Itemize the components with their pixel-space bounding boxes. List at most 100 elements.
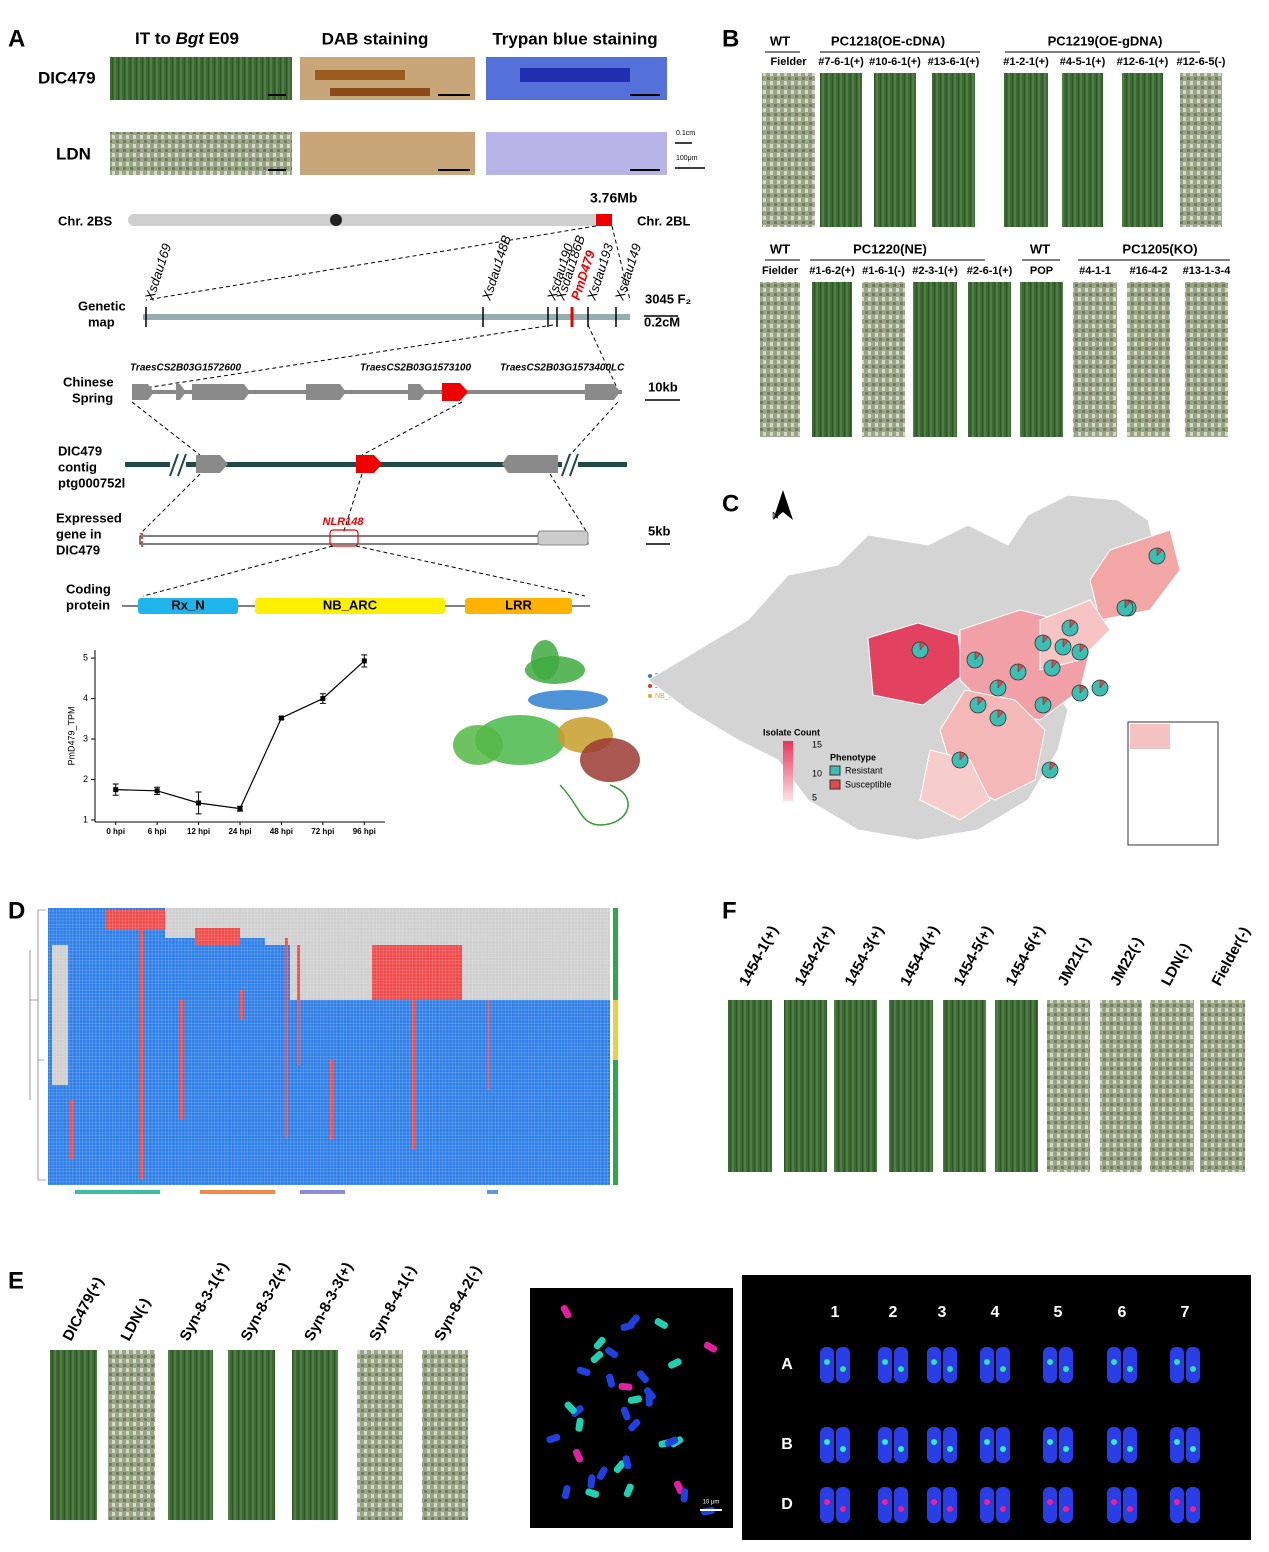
line-label: #1-6-1(-) <box>862 265 905 277</box>
protein-domain <box>465 598 572 614</box>
label: 10 μm <box>703 1500 720 1506</box>
leaf-image <box>820 73 862 227</box>
chromosome-spot <box>680 1488 689 1503</box>
panel-label: B <box>722 25 739 52</box>
connector <box>145 225 597 301</box>
legend-swatch <box>829 779 841 790</box>
leaf-image <box>1073 282 1117 437</box>
structure-blob <box>528 690 608 710</box>
label: Chr. 2BL <box>637 213 691 228</box>
chromosome-spot <box>605 1347 619 1359</box>
group-label: WT <box>770 241 790 256</box>
leaf-image <box>1020 282 1063 437</box>
line-label: Syn-8-4-1(-) <box>366 1263 420 1344</box>
signal <box>898 1506 904 1512</box>
x-tick-label: 72 hpi <box>311 827 334 836</box>
signal <box>1111 1359 1117 1365</box>
line-label: 1454-3(+) <box>842 923 888 989</box>
pie-slice <box>1124 599 1131 609</box>
expressed-cluster <box>537 530 589 546</box>
pie-slice <box>1156 547 1163 557</box>
pie-slice <box>1051 659 1058 669</box>
signal <box>1190 1446 1196 1452</box>
point <box>278 715 284 721</box>
chromosome-spot <box>564 1401 577 1414</box>
line-label: #13-6-1(+) <box>928 56 980 68</box>
chromosome-spot <box>636 1370 649 1384</box>
structure-blob <box>580 738 640 782</box>
label: 0.2cM <box>644 314 680 329</box>
row-label: LDN <box>56 144 91 163</box>
signal <box>1047 1499 1053 1505</box>
signal <box>882 1359 888 1365</box>
panel-label: D <box>8 897 25 924</box>
group-label: PC1218(OE-cDNA) <box>831 33 945 48</box>
line-label: #4-1-1 <box>1079 265 1111 277</box>
line-label: LDN(-) <box>118 1295 155 1343</box>
label: protein <box>66 597 110 612</box>
chromosome-spot <box>546 1433 561 1444</box>
x-tick-label: 96 hpi <box>353 827 376 836</box>
leaf-image <box>1047 1000 1090 1172</box>
group-label: PC1205(KO) <box>1122 241 1197 256</box>
chromosome <box>836 1347 850 1383</box>
line-label: #12-6-1(+) <box>1117 56 1169 68</box>
chromosome <box>1059 1427 1073 1463</box>
pie-slice <box>1042 696 1049 706</box>
leaf-image <box>110 132 292 175</box>
panel-label: F <box>722 897 737 924</box>
chromosome-spot <box>561 1485 571 1500</box>
highlight <box>329 529 359 547</box>
point <box>320 696 326 702</box>
genetic-map-bar <box>143 314 630 320</box>
y-tick-label: 2 <box>83 774 88 784</box>
signal <box>931 1499 937 1505</box>
signal <box>1127 1366 1133 1372</box>
line-label: LDN(-) <box>1158 940 1195 988</box>
genome-label: A <box>781 1356 793 1373</box>
chromosome-spot <box>627 1314 640 1328</box>
gene <box>132 384 154 400</box>
chromosome <box>996 1487 1010 1523</box>
chromosome-spot <box>668 1358 682 1369</box>
line-label: #2-6-1(+) <box>967 265 1013 277</box>
leaf-image <box>762 73 815 227</box>
y-axis-label: PmD479_TPM <box>66 706 76 765</box>
x-tick-label: 48 hpi <box>270 827 293 836</box>
pie-slice <box>974 651 981 661</box>
legend-label: Resistant <box>845 765 883 775</box>
gene <box>176 384 186 400</box>
chromosome-number: 4 <box>991 1304 1000 1321</box>
chromosome <box>894 1487 908 1523</box>
chromosome-spot <box>606 1373 615 1388</box>
signal <box>824 1499 830 1505</box>
legend-dot <box>648 684 652 688</box>
trypan-stain <box>520 68 630 82</box>
signal <box>1063 1366 1069 1372</box>
expression-track <box>139 535 589 545</box>
leaf-image <box>784 1000 827 1172</box>
leaf-image <box>292 1350 338 1520</box>
pie-slice <box>919 641 926 651</box>
break <box>170 455 186 475</box>
leaf-image <box>728 1000 772 1172</box>
protein-domain <box>138 598 238 614</box>
pie-slice <box>1049 761 1056 771</box>
signal <box>898 1446 904 1452</box>
leaf-image <box>1004 73 1048 227</box>
line-label: JM21(-) <box>1055 934 1095 988</box>
legend-tick: 15 <box>812 739 822 749</box>
marker-label: Xsdau148B <box>479 233 514 303</box>
legend-tick: 10 <box>812 768 822 778</box>
row-label: DIC479 <box>38 68 96 87</box>
x-tick-label: 6 hpi <box>148 827 167 836</box>
chromosome <box>836 1427 850 1463</box>
domain-bar <box>487 1190 498 1194</box>
leaf-image <box>812 282 852 437</box>
chromosome-spot <box>575 1417 584 1432</box>
signal <box>840 1366 846 1372</box>
column-header: Trypan blue staining <box>492 29 657 48</box>
chromosome-number: 2 <box>889 1304 898 1321</box>
dab-stain <box>315 70 405 80</box>
line-label: #7-6-1(+) <box>818 56 864 68</box>
